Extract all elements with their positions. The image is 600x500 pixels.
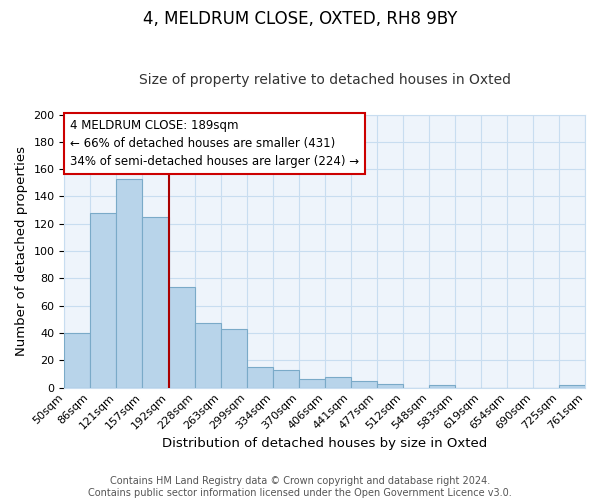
Text: Contains HM Land Registry data © Crown copyright and database right 2024.
Contai: Contains HM Land Registry data © Crown c… [88, 476, 512, 498]
Bar [169, 286, 194, 388]
Bar [221, 329, 247, 388]
Text: 4 MELDRUM CLOSE: 189sqm
← 66% of detached houses are smaller (431)
34% of semi-d: 4 MELDRUM CLOSE: 189sqm ← 66% of detache… [70, 118, 359, 168]
X-axis label: Distribution of detached houses by size in Oxted: Distribution of detached houses by size … [162, 437, 487, 450]
Bar [299, 380, 325, 388]
Bar [142, 217, 169, 388]
Bar [429, 385, 455, 388]
Text: 4, MELDRUM CLOSE, OXTED, RH8 9BY: 4, MELDRUM CLOSE, OXTED, RH8 9BY [143, 10, 457, 28]
Bar [272, 370, 299, 388]
Bar [559, 385, 585, 388]
Bar [377, 384, 403, 388]
Bar [91, 213, 116, 388]
Bar [64, 333, 91, 388]
Title: Size of property relative to detached houses in Oxted: Size of property relative to detached ho… [139, 73, 511, 87]
Bar [247, 367, 272, 388]
Bar [116, 178, 142, 388]
Bar [325, 376, 351, 388]
Y-axis label: Number of detached properties: Number of detached properties [15, 146, 28, 356]
Bar [194, 324, 221, 388]
Bar [351, 381, 377, 388]
